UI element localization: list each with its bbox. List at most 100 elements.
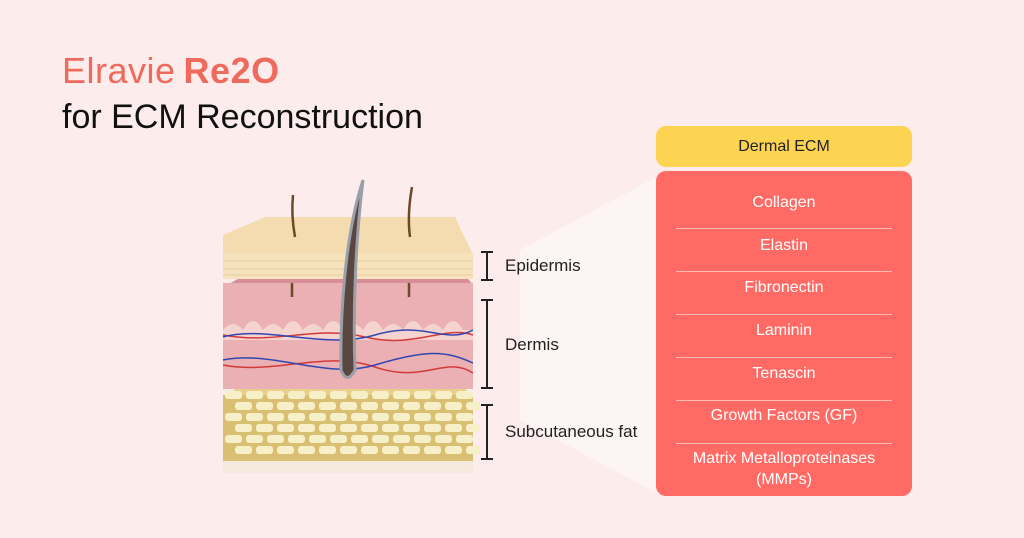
divider bbox=[676, 400, 892, 401]
fat-cell bbox=[246, 391, 263, 399]
epidermis-bracket bbox=[481, 251, 493, 281]
divider bbox=[676, 228, 892, 229]
fat-cell bbox=[361, 402, 378, 410]
brand-name: Elravie bbox=[62, 50, 176, 91]
fat-cell bbox=[466, 446, 480, 454]
fat-cell bbox=[414, 391, 431, 399]
fat-bracket bbox=[481, 404, 493, 460]
fat-cell bbox=[382, 424, 399, 432]
fat-cell bbox=[372, 413, 389, 421]
list-item: Elastin bbox=[759, 237, 809, 254]
fat-cell bbox=[309, 391, 326, 399]
fat-cell bbox=[466, 402, 480, 410]
fat-cell bbox=[456, 391, 473, 399]
fat-cell bbox=[382, 446, 399, 454]
fat-cell bbox=[351, 413, 368, 421]
fat-cell bbox=[246, 413, 263, 421]
fat-cell bbox=[351, 435, 368, 443]
fat-cell bbox=[256, 446, 273, 454]
fat-cell bbox=[372, 391, 389, 399]
fat-cell bbox=[288, 413, 305, 421]
fat-cell bbox=[309, 435, 326, 443]
divider bbox=[676, 314, 892, 315]
fat-cell bbox=[277, 446, 294, 454]
fat-cell bbox=[445, 402, 462, 410]
subcutaneous-fat-layer bbox=[223, 387, 480, 473]
dermis-bracket bbox=[481, 299, 493, 389]
list-item: Tenascin bbox=[752, 365, 816, 382]
fat-cell bbox=[225, 413, 242, 421]
fat-cell bbox=[225, 435, 242, 443]
dermal-ecm-header: Dermal ECM bbox=[656, 126, 912, 167]
fat-cell bbox=[403, 402, 420, 410]
fat-cell bbox=[382, 402, 399, 410]
fat-cell bbox=[330, 413, 347, 421]
skin-layers-illustration bbox=[222, 179, 480, 473]
epidermis-layer bbox=[223, 217, 473, 279]
fat-cell bbox=[235, 424, 252, 432]
fat-cell bbox=[351, 391, 368, 399]
page-subtitle: for ECM Reconstruction bbox=[62, 98, 423, 136]
fat-cell bbox=[330, 391, 347, 399]
fat-cell bbox=[393, 391, 410, 399]
ecm-components-panel: Collagen Elastin Fibronectin Laminin Ten… bbox=[656, 171, 912, 496]
fat-cell bbox=[435, 391, 452, 399]
fat-cell bbox=[225, 391, 242, 399]
fat-cell bbox=[414, 435, 431, 443]
list-item: Collagen bbox=[752, 194, 816, 211]
fat-cell bbox=[309, 413, 326, 421]
list-item: Laminin bbox=[755, 322, 813, 339]
fat-cell bbox=[340, 424, 357, 432]
fat-cell bbox=[298, 402, 315, 410]
fat-cell bbox=[288, 435, 305, 443]
fat-cell bbox=[298, 446, 315, 454]
fat-cell bbox=[340, 446, 357, 454]
fat-cell bbox=[361, 424, 378, 432]
fat-cell bbox=[235, 446, 252, 454]
fat-cell bbox=[393, 435, 410, 443]
fat-cell bbox=[403, 446, 420, 454]
dermis-label: Dermis bbox=[505, 335, 559, 354]
fat-cell bbox=[424, 402, 441, 410]
fat-cell bbox=[256, 402, 273, 410]
fat-cell bbox=[340, 402, 357, 410]
fat-cell bbox=[424, 446, 441, 454]
fat-cell bbox=[456, 413, 473, 421]
fat-cell bbox=[298, 424, 315, 432]
fat-cell bbox=[403, 424, 420, 432]
fat-cell bbox=[256, 424, 273, 432]
fat-cell bbox=[361, 446, 378, 454]
fat-cell bbox=[393, 413, 410, 421]
product-name: Re2O bbox=[183, 50, 280, 91]
fat-cell bbox=[267, 391, 284, 399]
fat-cell bbox=[445, 446, 462, 454]
fat-cell bbox=[319, 424, 336, 432]
divider bbox=[676, 443, 892, 444]
fat-cell bbox=[372, 435, 389, 443]
list-item: Growth Factors (GF) bbox=[710, 407, 858, 424]
subcutaneous-fat-label: Subcutaneous fat bbox=[505, 422, 638, 441]
fat-cell bbox=[414, 413, 431, 421]
fat-cell bbox=[435, 435, 452, 443]
fat-cell bbox=[330, 435, 347, 443]
fat-cell bbox=[319, 446, 336, 454]
divider bbox=[676, 357, 892, 358]
fat-cell bbox=[456, 435, 473, 443]
fat-cell bbox=[267, 435, 284, 443]
brand-logo: Elravie Re2O bbox=[62, 50, 280, 92]
fat-cell bbox=[277, 402, 294, 410]
fat-cell bbox=[246, 435, 263, 443]
fat-cell bbox=[466, 424, 480, 432]
list-item: Matrix Metalloproteinases (MMPs) bbox=[692, 450, 876, 488]
fat-cell bbox=[424, 424, 441, 432]
divider bbox=[676, 271, 892, 272]
fat-cell bbox=[435, 413, 452, 421]
fat-cell bbox=[319, 402, 336, 410]
fat-cell bbox=[235, 402, 252, 410]
hair-icon bbox=[290, 179, 414, 379]
fat-cell bbox=[277, 424, 294, 432]
fat-cell bbox=[445, 424, 462, 432]
list-item: Fibronectin bbox=[744, 279, 824, 296]
fat-cell bbox=[288, 391, 305, 399]
